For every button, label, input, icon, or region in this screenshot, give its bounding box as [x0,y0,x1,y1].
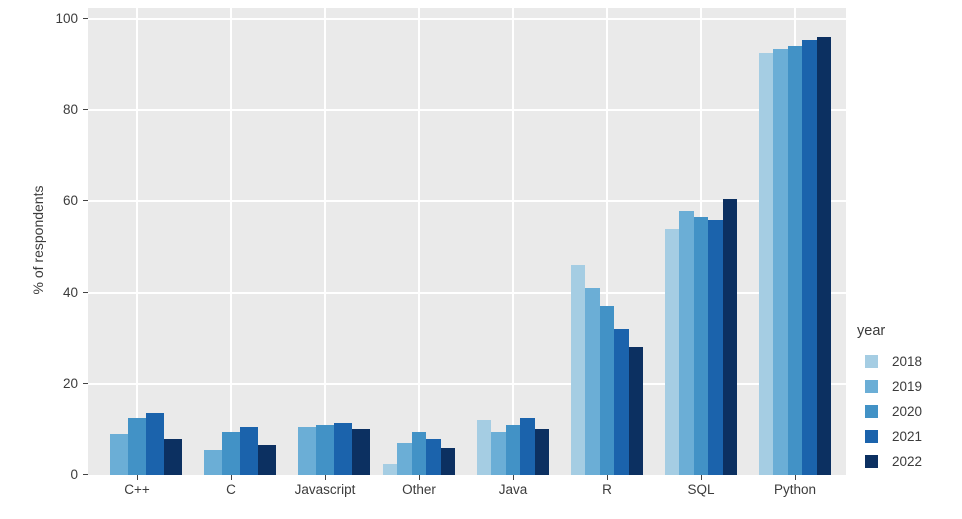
bar-Java-2019[interactable] [491,431,506,475]
x-tick-mark [513,475,514,480]
bar-Javascript-2020[interactable] [316,424,334,475]
bar-C++-2022[interactable] [164,438,182,475]
y-tick-mark [83,200,88,202]
bar-Java-2020[interactable] [505,424,521,475]
bar-Java-2018[interactable] [477,420,492,475]
legend-swatch-icon [865,380,878,393]
legend-label: 2018 [892,354,923,369]
bar-Java-2021[interactable] [520,418,535,475]
x-tick-label: Java [498,482,528,497]
bar-Other-2018[interactable] [383,463,398,475]
bar-Python-2021[interactable] [802,39,817,475]
x-tick-mark [701,475,702,480]
bar-C++-2021[interactable] [146,413,164,475]
bar-R-2018[interactable] [571,265,586,475]
bar-C-2020[interactable] [222,431,240,475]
bar-C-2019[interactable] [204,449,222,475]
legend-label: 2021 [892,429,923,444]
y-tick-mark [83,109,88,111]
bar-Other-2019[interactable] [397,443,412,475]
x-tick-label: C [226,482,236,497]
x-tick-label: R [602,482,612,497]
y-gridline [88,382,846,385]
legend-swatch-icon [865,405,878,418]
legend-item-2022[interactable]: 2022 [855,449,960,474]
y-tick-mark [83,18,88,19]
bar-C++-2020[interactable] [128,418,146,475]
y-tick-label: 0 [70,467,78,482]
x-tick-mark [607,475,608,480]
bar-Python-2020[interactable] [787,46,803,475]
x-tick-label: SQL [687,482,715,497]
legend-label: 2022 [892,454,923,469]
bar-Java-2022[interactable] [534,429,549,475]
legend-label: 2019 [892,379,923,394]
y-tick-label: 20 [62,375,78,391]
legend-item-2018[interactable]: 2018 [855,349,960,374]
bar-C++-2019[interactable] [110,433,128,475]
bar-SQL-2018[interactable] [665,228,680,475]
bar-SQL-2019[interactable] [679,210,694,475]
bar-SQL-2022[interactable] [722,199,737,475]
y-tick-label: 80 [62,102,78,118]
bar-R-2021[interactable] [614,329,629,475]
x-tick-label: Python [773,482,817,497]
bar-R-2022[interactable] [628,347,643,475]
bar-C-2021[interactable] [240,427,258,475]
x-gridline [324,8,326,475]
bar-R-2020[interactable] [599,306,615,475]
x-tick-label: Other [402,482,436,497]
legend-swatch-icon [865,430,878,443]
legend-item-2020[interactable]: 2020 [855,399,960,424]
x-tick-mark [325,475,326,480]
bar-Other-2020[interactable] [411,431,427,475]
x-tick-mark [137,475,138,480]
bar-Javascript-2021[interactable] [334,422,352,475]
plot-area [88,8,846,475]
x-gridline [418,8,420,475]
x-gridline [606,8,608,475]
bar-SQL-2021[interactable] [708,219,723,475]
bar-Other-2022[interactable] [440,447,455,475]
legend-items: 2018 2019 2020 2021 2022 [855,349,960,474]
bar-C-2022[interactable] [258,445,276,475]
x-tick-mark [795,475,796,480]
x-gridline [230,8,232,475]
legend-item-2021[interactable]: 2021 [855,424,960,449]
bar-Python-2019[interactable] [773,48,788,475]
legend-title: year [857,323,886,339]
legend-item-2019[interactable]: 2019 [855,374,960,399]
bar-Javascript-2022[interactable] [352,429,370,475]
y-tick-label: 100 [55,11,78,26]
bar-Javascript-2019[interactable] [298,427,316,475]
y-gridline [88,109,846,112]
y-gridline [88,18,846,20]
y-gridline [88,200,846,203]
y-tick-label: 40 [62,284,78,300]
bar-Other-2021[interactable] [426,438,441,475]
legend: year 2018 2019 2020 2021 2022 [855,323,960,474]
x-tick-label: C++ [124,482,150,497]
x-tick-mark [231,475,232,480]
bar-Python-2018[interactable] [759,53,774,475]
y-tick-mark [83,382,88,384]
x-tick-label: Javascript [294,482,356,497]
bar-R-2019[interactable] [585,288,600,475]
y-tick-mark [83,474,88,475]
x-tick-mark [419,475,420,480]
y-tick-mark [83,291,88,293]
y-gridline [88,291,846,294]
bar-Python-2022[interactable] [816,37,831,475]
legend-swatch-icon [865,355,878,368]
legend-label: 2020 [892,404,923,419]
x-gridline [512,8,514,475]
bar-SQL-2020[interactable] [693,217,709,475]
y-tick-label: 60 [62,193,78,209]
x-gridline [136,8,138,475]
legend-swatch-icon [865,455,878,468]
